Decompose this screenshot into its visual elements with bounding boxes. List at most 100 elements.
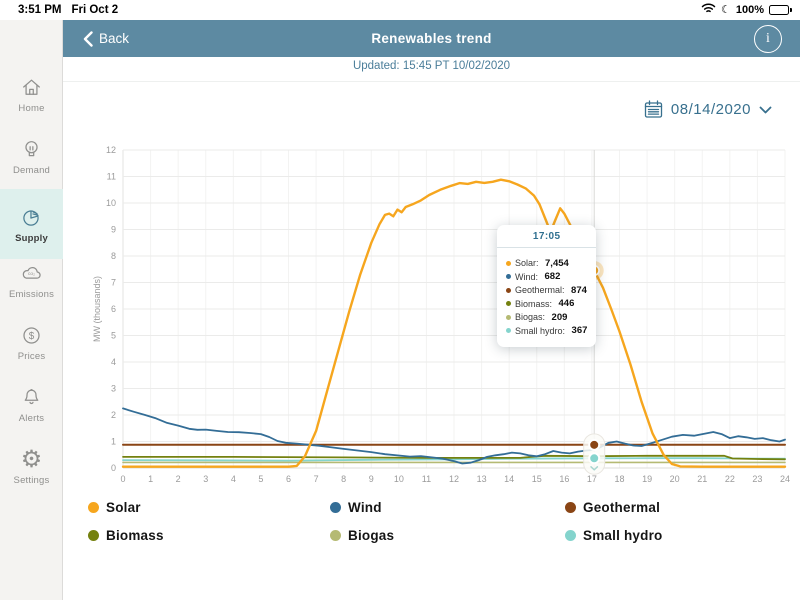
chevron-down-icon xyxy=(590,466,599,471)
legend-item-solar[interactable]: Solar xyxy=(88,500,330,515)
svg-text:24: 24 xyxy=(780,474,790,484)
svg-text:8: 8 xyxy=(341,474,346,484)
series-line-wind xyxy=(122,407,786,465)
legend-dot-icon xyxy=(330,502,341,513)
series-dot-icon xyxy=(506,274,511,279)
hover-marker-small-hydro xyxy=(588,452,601,465)
svg-text:10: 10 xyxy=(394,474,404,484)
svg-text:20: 20 xyxy=(670,474,680,484)
pie-chart-icon xyxy=(19,205,44,230)
back-button[interactable]: Back xyxy=(83,30,130,47)
svg-text:2: 2 xyxy=(176,474,181,484)
chevron-left-icon xyxy=(83,30,93,47)
tooltip-row-biomass: Biomass: 446 xyxy=(506,298,587,309)
legend-label: Biomass xyxy=(106,528,164,543)
series-dot-icon xyxy=(506,260,511,266)
bell-icon xyxy=(19,385,44,410)
svg-text:9: 9 xyxy=(369,474,374,484)
svg-text:17: 17 xyxy=(587,474,597,484)
svg-text:4: 4 xyxy=(231,474,236,484)
legend-label: Small hydro xyxy=(583,528,663,543)
battery-icon xyxy=(769,5,792,15)
back-label: Back xyxy=(99,31,130,46)
svg-text:9: 9 xyxy=(111,225,116,235)
battery-percent: 100% xyxy=(735,4,764,16)
legend-item-small-hydro[interactable]: Small hydro xyxy=(565,528,748,543)
svg-text:14: 14 xyxy=(504,474,514,484)
y-axis-label: MW (thousands) xyxy=(92,276,102,342)
legend-label: Geothermal xyxy=(583,500,661,515)
svg-text:8: 8 xyxy=(111,251,116,261)
series-line-solar xyxy=(121,178,787,468)
tooltip-label: Geothermal: xyxy=(515,285,568,295)
page-title: Renewables trend xyxy=(371,31,492,46)
dollar-circle-icon: $ xyxy=(19,323,44,348)
tooltip-value: 367 xyxy=(571,325,588,336)
info-icon: i xyxy=(766,31,770,46)
sidebar-item-alerts[interactable]: Alerts xyxy=(0,377,63,431)
svg-text:18: 18 xyxy=(614,474,624,484)
status-date: Fri Oct 2 xyxy=(71,4,119,16)
legend-dot-icon xyxy=(330,530,341,541)
tooltip-label: Biogas: xyxy=(515,312,548,322)
legend-dot-icon xyxy=(88,502,99,513)
svg-text:co₂: co₂ xyxy=(28,271,35,276)
svg-text:5: 5 xyxy=(111,331,116,341)
series-dot-icon xyxy=(506,287,511,293)
sidebar-item-demand[interactable]: Demand xyxy=(0,129,63,183)
tooltip-row-solar: Solar: 7,454 xyxy=(506,258,587,269)
sidebar-item-home[interactable]: Home xyxy=(0,67,63,121)
sidebar-item-supply[interactable]: Supply xyxy=(0,189,63,259)
tooltip-value: 7,454 xyxy=(545,257,569,269)
svg-text:3: 3 xyxy=(111,384,116,394)
svg-text:10: 10 xyxy=(106,198,116,208)
svg-text:0: 0 xyxy=(120,474,125,484)
updated-timestamp: Updated: 15:45 PT 10/02/2020 xyxy=(352,60,511,72)
tooltip-row-biogas: Biogas: 209 xyxy=(506,312,587,323)
sidebar-item-prices[interactable]: $ Prices xyxy=(0,315,63,369)
chart-legend: Solar Wind Geothermal Biomass Biogas Small hy… xyxy=(88,500,748,543)
tooltip-label: Biomass: xyxy=(515,298,555,309)
legend-item-geothermal[interactable]: Geothermal xyxy=(565,500,748,515)
home-icon xyxy=(19,75,44,100)
svg-text:1: 1 xyxy=(148,474,153,484)
sidebar-item-label: Prices xyxy=(17,350,46,362)
svg-text:3: 3 xyxy=(203,474,208,484)
wifi-icon xyxy=(701,3,716,17)
legend-item-wind[interactable]: Wind xyxy=(330,500,565,515)
svg-text:$: $ xyxy=(29,331,35,342)
sidebar-item-label: Alerts xyxy=(18,412,45,424)
header-bar: Back Renewables trend i xyxy=(63,20,800,57)
chevron-down-icon xyxy=(759,106,772,113)
calendar-icon xyxy=(644,100,663,118)
sidebar-item-label: Settings xyxy=(13,474,50,486)
date-picker[interactable]: 08/14/2020 xyxy=(644,100,772,119)
legend-dot-icon xyxy=(565,502,576,513)
date-picker-value: 08/14/2020 xyxy=(670,101,751,118)
legend-item-biomass[interactable]: Biomass xyxy=(88,528,330,543)
legend-label: Wind xyxy=(348,500,382,515)
divider xyxy=(63,81,800,82)
svg-text:0: 0 xyxy=(111,463,116,473)
svg-text:11: 11 xyxy=(107,172,116,182)
legend-item-biogas[interactable]: Biogas xyxy=(330,528,565,543)
svg-text:22: 22 xyxy=(725,474,735,484)
sidebar-item-label: Emissions xyxy=(8,288,55,300)
svg-text:6: 6 xyxy=(286,474,291,484)
co2-cloud-icon: co₂ xyxy=(18,261,45,286)
tooltip-label: Small hydro: xyxy=(515,325,568,336)
svg-text:21: 21 xyxy=(697,474,707,484)
sidebar-item-label: Supply xyxy=(15,232,48,244)
chart-tooltip: 17:05 Solar: 7,454 Wind: 682 Geothermal: 8… xyxy=(497,225,597,347)
svg-text:5: 5 xyxy=(258,474,263,484)
info-button[interactable]: i xyxy=(754,25,782,53)
tooltip-value: 682 xyxy=(544,271,561,282)
sidebar-item-settings[interactable]: ⚙ Settings xyxy=(0,439,63,493)
svg-text:11: 11 xyxy=(422,474,431,484)
sidebar-item-label: Demand xyxy=(12,164,51,176)
sidebar-item-emissions[interactable]: co₂ Emissions xyxy=(0,253,63,307)
sidebar-item-label: Home xyxy=(18,102,45,114)
tooltip-value: 209 xyxy=(551,311,568,323)
svg-text:2: 2 xyxy=(111,410,116,420)
